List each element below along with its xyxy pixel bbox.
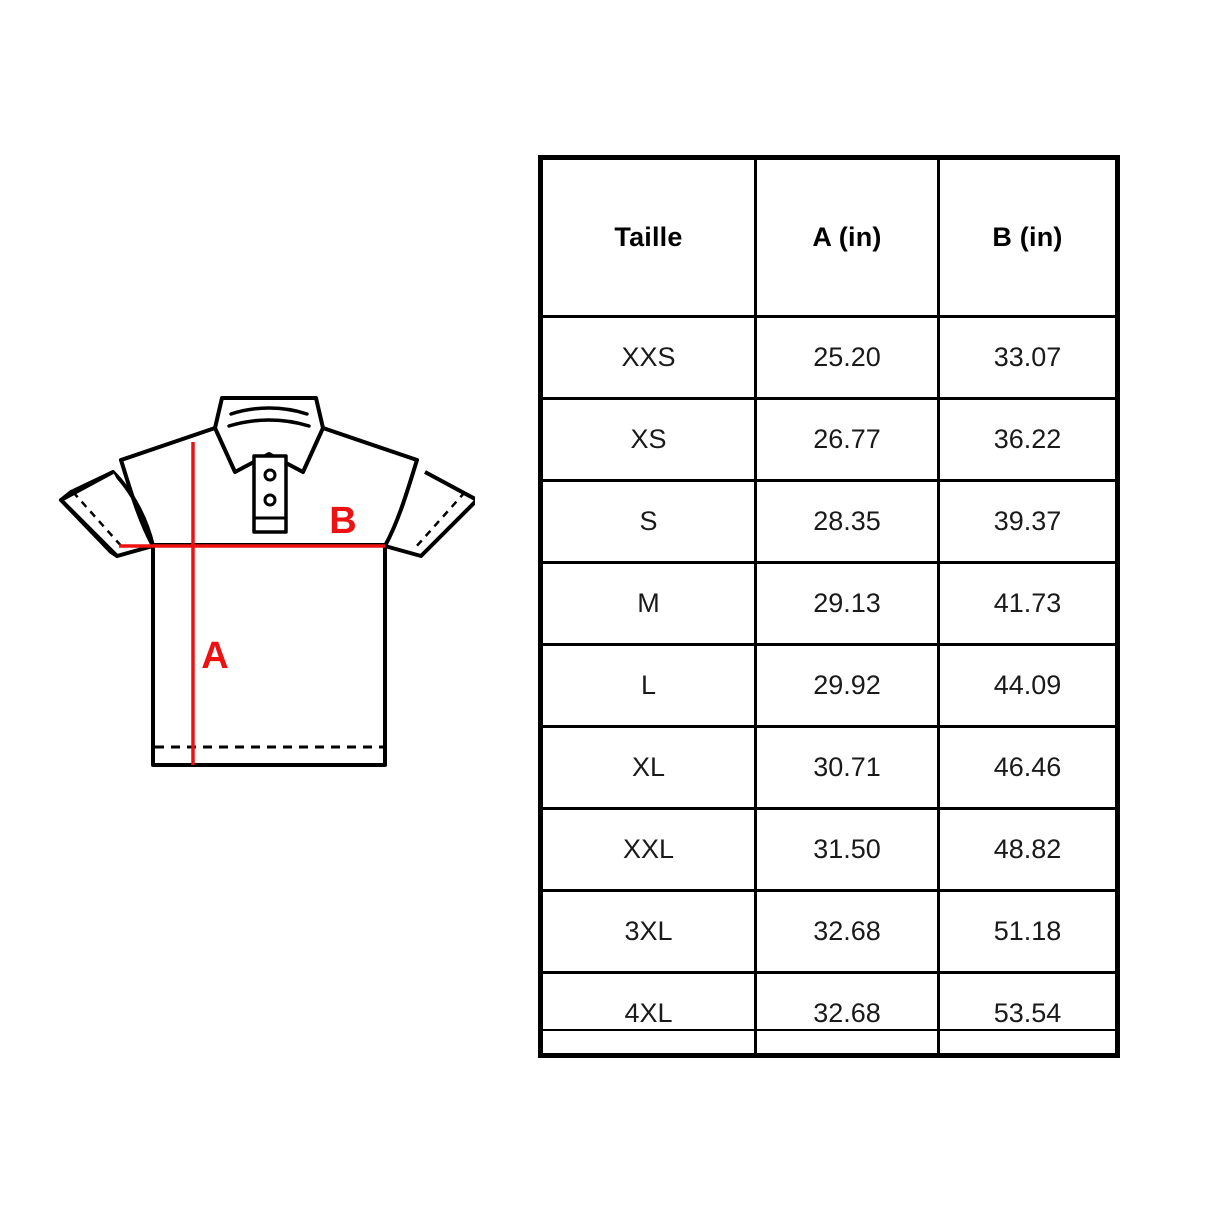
cell-b: 53.54 (937, 971, 1118, 1056)
cell-a: 29.92 (754, 643, 940, 728)
cell-a: 29.13 (754, 561, 940, 646)
cell-b: 36.22 (937, 397, 1118, 482)
table-header-row: Taille A (in) B (in) (540, 157, 1118, 318)
table-row: 4XL 32.68 53.54 (540, 971, 1118, 1056)
cell-size: XXS (540, 315, 757, 400)
cell-a: 32.68 (754, 889, 940, 974)
cell-size: XS (540, 397, 757, 482)
cell-size: S (540, 479, 757, 564)
table-row: S 28.35 39.37 (540, 479, 1118, 564)
cell-b: 51.18 (937, 889, 1118, 974)
table-row: XS 26.77 36.22 (540, 397, 1118, 482)
right-shoulder-seam (321, 426, 419, 462)
size-table: Taille A (in) B (in) XXS 25.20 33.07 XS … (538, 155, 1120, 1058)
table-row: XL 30.71 46.46 (540, 725, 1118, 810)
left-sleeve-shape (59, 470, 154, 558)
right-armhole-seam (383, 458, 419, 548)
shirt-body-outline (151, 543, 387, 767)
size-table-container: Taille A (in) B (in) XXS 25.20 33.07 XS … (538, 155, 1120, 1058)
placket-button-lower (263, 493, 277, 507)
cell-size: 3XL (540, 889, 757, 974)
cell-a: 32.68 (754, 971, 940, 1056)
table-row: XXS 25.20 33.07 (540, 315, 1118, 400)
garment-illustration: A B (55, 380, 475, 800)
table-row: XXL 31.50 48.82 (540, 807, 1118, 892)
size-table-head: Taille A (in) B (in) (540, 157, 1118, 318)
measure-label-a: A (201, 635, 228, 677)
measure-label-b: B (329, 500, 356, 542)
collar-band-line-2 (227, 418, 311, 428)
column-header-b: B (in) (937, 157, 1118, 318)
cell-a: 31.50 (754, 807, 940, 892)
collar-outline (213, 396, 325, 474)
placket-button-upper (263, 468, 277, 482)
cell-size: M (540, 561, 757, 646)
cell-size: XXL (540, 807, 757, 892)
polo-shirt-drawing: A B (59, 396, 475, 767)
cell-a: 28.35 (754, 479, 940, 564)
cell-b: 46.46 (937, 725, 1118, 810)
column-header-a: A (in) (754, 157, 940, 318)
cell-b: 48.82 (937, 807, 1118, 892)
right-sleeve (384, 470, 475, 558)
cell-a: 25.20 (754, 315, 940, 400)
cell-a: 30.71 (754, 725, 940, 810)
cell-b: 44.09 (937, 643, 1118, 728)
cell-a: 26.77 (754, 397, 940, 482)
table-row: L 29.92 44.09 (540, 643, 1118, 728)
left-shoulder-seam (119, 426, 217, 462)
cell-b: 41.73 (937, 561, 1118, 646)
table-row: 3XL 32.68 51.18 (540, 889, 1118, 974)
column-header-size: Taille (540, 157, 757, 318)
cell-b: 33.07 (937, 315, 1118, 400)
left-armhole-seam (119, 458, 155, 548)
collar-band-line-1 (229, 406, 309, 416)
size-table-body: XXS 25.20 33.07 XS 26.77 36.22 S 28.35 3… (540, 315, 1118, 1056)
table-row: M 29.13 41.73 (540, 561, 1118, 646)
cell-size: XL (540, 725, 757, 810)
cell-size: 4XL (540, 971, 757, 1056)
cell-size: L (540, 643, 757, 728)
cell-b: 39.37 (937, 479, 1118, 564)
